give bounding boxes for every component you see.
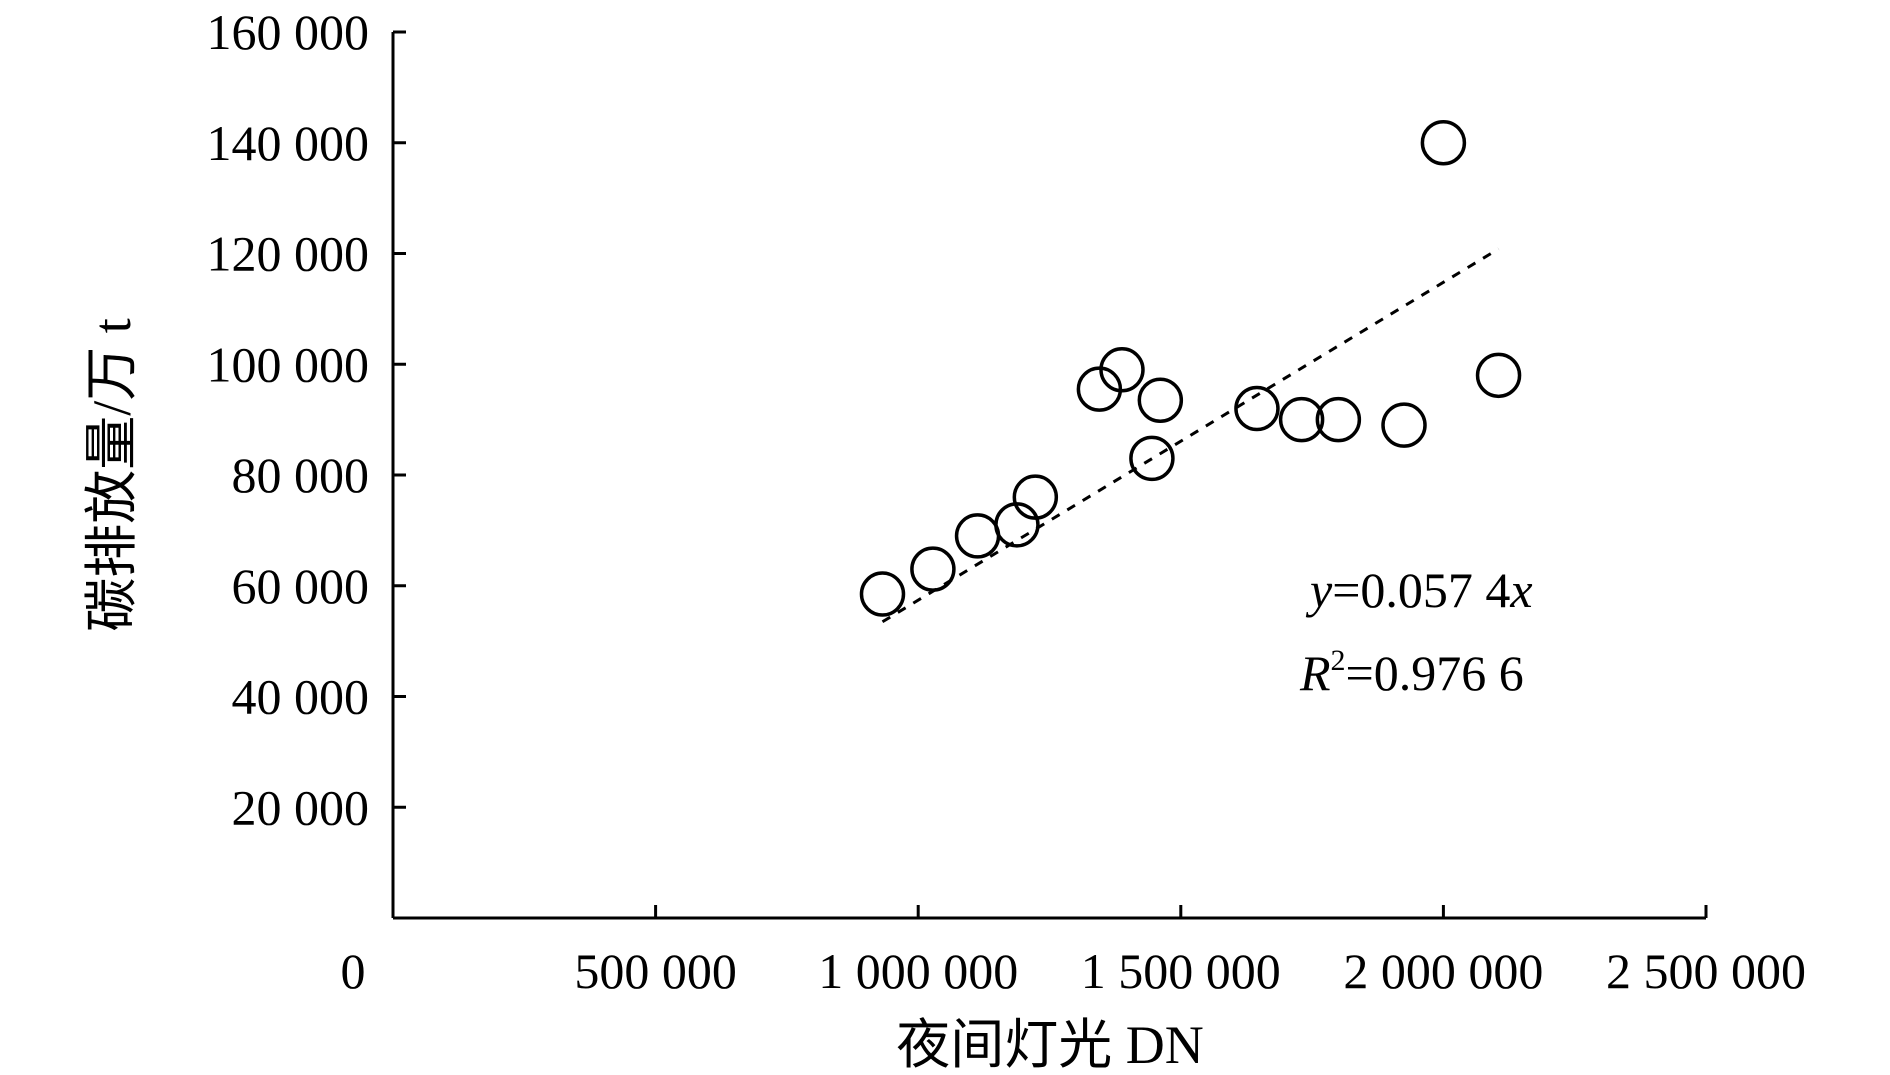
data-point (910, 546, 956, 592)
axes (391, 32, 1706, 920)
data-point (1278, 396, 1325, 443)
data-point (1475, 352, 1522, 399)
y-tick-label: 80 000 (232, 447, 370, 503)
y-ticks: 20 000 40 000 60 000 80 000 100 000 120 000 14… (207, 4, 406, 835)
data-point (859, 571, 906, 617)
y-tick-label: 140 000 (207, 115, 370, 171)
x-ticks: 0 500 000 1 000 000 1 500 000 2 000 000 2 500… (341, 905, 1806, 999)
equation-coefficient: =0.057 4 (1332, 562, 1510, 618)
data-point (1012, 474, 1059, 520)
y-axis-title: 碳排放量/万 t (82, 318, 142, 632)
y-tick-label: 120 000 (207, 226, 370, 282)
regression-equation: y=0.057 4x (1305, 562, 1533, 618)
data-point (1137, 377, 1184, 423)
y-tick-label: 160 000 (207, 4, 370, 60)
r-squared-exponent: 2 (1331, 644, 1346, 677)
data-point (1420, 120, 1467, 166)
data-point (1099, 347, 1145, 393)
r-squared-value: =0.976 6 (1346, 645, 1524, 701)
x-tick-label: 2 000 000 (1343, 943, 1543, 999)
x-tick-label: 0 (341, 943, 366, 999)
y-tick-label: 20 000 (232, 779, 370, 835)
trendline (881, 247, 1500, 624)
data-point (1234, 385, 1280, 432)
data-point (954, 513, 1001, 559)
data-point (1381, 402, 1427, 448)
y-tick-label: 100 000 (207, 336, 370, 392)
trendline-group (881, 247, 1500, 624)
data-point (1315, 396, 1362, 443)
y-tick-label: 60 000 (232, 558, 370, 614)
equation-y-symbol: y (1305, 562, 1333, 618)
x-tick-label: 1 500 000 (1081, 943, 1281, 999)
data-points (859, 120, 1522, 617)
r-squared-symbol: R (1299, 645, 1331, 701)
equation-x-symbol: x (1509, 562, 1532, 618)
x-axis-title: 夜间灯光 DN (896, 1015, 1204, 1075)
x-tick-label: 500 000 (574, 943, 737, 999)
x-tick-label: 1 000 000 (818, 943, 1018, 999)
y-tick-label: 40 000 (232, 669, 370, 725)
r-squared-label: R2=0.976 6 (1299, 644, 1524, 701)
data-point (1129, 435, 1175, 482)
x-tick-label: 2 500 000 (1606, 943, 1806, 999)
